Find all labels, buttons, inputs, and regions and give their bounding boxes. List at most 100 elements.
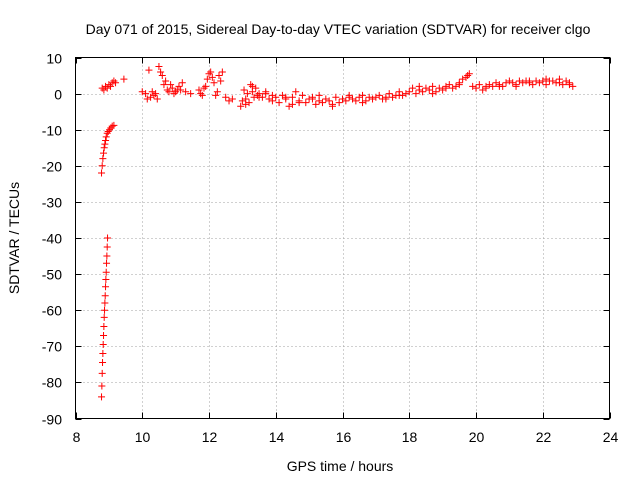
data-point [238,97,246,105]
data-point [253,91,261,99]
data-point [182,88,190,96]
data-point [101,306,109,314]
data-point [98,369,106,377]
data-point [248,82,256,90]
data-point [288,100,296,108]
data-point [339,95,346,103]
data-point [153,95,161,103]
data-point [525,79,533,87]
chart-title: Day 071 of 2015, Sidereal Day-to-day VTE… [86,21,591,37]
x-tick-label: 20 [469,429,485,445]
data-point [382,95,390,103]
data-point [112,79,120,87]
data-point [98,169,106,177]
data-point [542,81,550,89]
data-point [272,93,280,101]
data-point [163,86,171,94]
data-point [203,75,211,83]
data-point [332,93,340,101]
y-tick-label: -40 [42,231,62,247]
y-axis-label: SDTVAR / TECUs [6,182,22,294]
data-point [162,77,170,85]
data-point [302,99,310,107]
data-point [147,93,155,101]
data-point [475,81,483,89]
data-point [335,99,343,107]
data-point [150,91,158,99]
data-point [142,90,150,98]
data-point [455,81,463,89]
data-point [103,243,111,251]
data-point [492,79,500,87]
data-point [101,292,109,300]
x-tick-label: 16 [336,429,352,445]
data-point [419,88,427,96]
data-point [479,86,487,94]
data-point [312,100,320,108]
data-point [98,162,106,170]
data-point [532,77,540,85]
data-point [464,72,472,80]
data-point [325,97,333,105]
data-point [555,79,563,87]
data-point [375,91,383,99]
data-point [172,88,180,96]
data-point [328,102,336,110]
data-point [247,81,255,89]
data-point [509,79,517,87]
x-tick-label: 22 [536,429,552,445]
y-tick-label: -50 [42,267,62,283]
data-point [322,95,330,103]
data-point [262,90,270,98]
data-point [352,97,360,105]
data-point [569,82,577,90]
data-point [110,77,118,85]
data-point [212,91,220,99]
data-point [535,79,543,87]
data-point [143,95,151,103]
data-point [429,90,437,98]
data-point [101,140,109,148]
data-point [282,93,290,101]
data-point [237,102,245,110]
data-point [178,79,186,87]
data-point [198,91,206,99]
data-point [562,77,570,85]
data-point [100,322,108,330]
axis-ticks [75,57,611,420]
data-point [213,88,221,96]
y-tick-label: 10 [46,51,62,67]
x-tick-label: 24 [603,429,619,445]
data-point [465,70,473,78]
data-point [515,77,523,85]
data-point [385,90,393,98]
data-point [108,122,116,130]
x-tick-label: 14 [269,429,285,445]
data-point [100,313,108,321]
data-point [242,100,250,108]
data-point [349,95,357,103]
data-point [369,95,377,103]
data-point [372,93,380,101]
data-point [170,90,178,98]
data-point [145,66,153,74]
data-point [265,95,273,103]
data-point [175,82,183,90]
data-points [98,63,577,401]
data-point [103,259,111,267]
data-point [355,93,363,101]
data-point [208,73,216,81]
data-point [292,88,300,96]
data-point [160,81,168,89]
data-point [103,252,111,260]
data-point [445,81,453,89]
data-point [202,82,210,90]
grid-lines [75,57,610,419]
y-tick-label: -80 [42,375,62,391]
data-point [120,75,128,83]
data-point [318,99,326,107]
data-point [268,97,276,105]
data-point [177,86,185,94]
data-point [98,382,106,390]
data-point [225,97,233,105]
